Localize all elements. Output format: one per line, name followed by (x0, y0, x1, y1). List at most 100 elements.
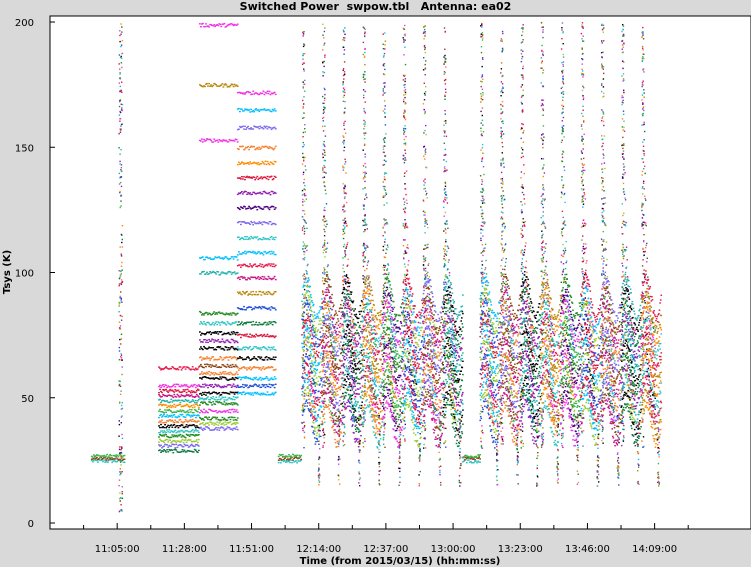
data-point (363, 54, 364, 55)
data-point (347, 304, 348, 305)
data-point (306, 314, 308, 315)
data-point (304, 274, 305, 275)
data-point (345, 279, 346, 280)
data-point (216, 429, 218, 430)
data-point (209, 364, 211, 365)
data-point (254, 392, 256, 393)
data-point (343, 417, 345, 418)
data-point (316, 432, 318, 433)
data-point (224, 349, 226, 350)
data-point (119, 161, 120, 162)
data-point (120, 200, 121, 201)
data-point (246, 384, 248, 385)
data-point (344, 444, 345, 445)
data-point (312, 400, 314, 401)
data-point (191, 385, 193, 386)
data-point (351, 398, 353, 399)
data-point (119, 163, 120, 164)
data-point (343, 137, 344, 138)
data-point (303, 298, 304, 299)
data-point (162, 432, 164, 433)
data-point (191, 409, 193, 410)
data-point (331, 412, 333, 413)
data-point (216, 340, 218, 341)
data-point (158, 386, 160, 387)
data-point (271, 236, 273, 237)
data-point (329, 327, 330, 328)
data-point (192, 407, 194, 408)
data-point (358, 369, 360, 370)
data-point (359, 338, 361, 339)
data-point (207, 348, 209, 349)
data-point (330, 327, 332, 328)
data-point (120, 34, 121, 35)
data-point (119, 402, 120, 403)
data-point (350, 320, 351, 321)
data-point (200, 321, 202, 322)
data-point (334, 429, 336, 430)
data-point (345, 247, 346, 248)
data-point (352, 346, 353, 347)
data-point (122, 498, 123, 499)
data-point (315, 431, 317, 432)
data-point (215, 410, 217, 411)
data-point (334, 338, 336, 339)
data-point (159, 409, 161, 410)
data-point (313, 327, 314, 328)
data-point (343, 30, 344, 31)
data-point (205, 273, 207, 274)
data-point (201, 378, 203, 379)
data-point (287, 456, 289, 457)
data-point (346, 345, 348, 346)
data-point (338, 416, 339, 417)
data-point (205, 324, 207, 325)
data-point (249, 161, 251, 162)
data-point (341, 373, 343, 374)
data-point (195, 450, 197, 451)
data-point (345, 320, 347, 321)
data-point (315, 412, 317, 413)
data-point (271, 306, 273, 307)
data-point (335, 412, 336, 413)
data-point (322, 118, 323, 119)
data-point (353, 414, 355, 415)
data-point (97, 462, 99, 463)
data-point (121, 45, 122, 46)
data-point (351, 404, 352, 405)
data-point (121, 416, 122, 417)
data-point (322, 126, 323, 127)
data-point (217, 25, 219, 26)
data-point (226, 428, 228, 429)
data-point (350, 390, 352, 391)
data-point (121, 171, 122, 172)
data-point (120, 296, 121, 297)
data-point (285, 462, 287, 463)
data-point (343, 352, 345, 353)
data-point (321, 320, 323, 321)
data-point (248, 336, 250, 337)
data-point (263, 279, 265, 280)
data-point (304, 326, 305, 327)
data-point (219, 324, 221, 325)
data-point (334, 439, 336, 440)
data-point (331, 353, 333, 354)
data-point (273, 278, 275, 279)
data-point (258, 128, 260, 129)
data-point (312, 302, 314, 303)
data-point (226, 403, 228, 404)
data-point (308, 297, 310, 298)
data-point (181, 440, 183, 441)
data-point (232, 377, 234, 378)
data-point (328, 332, 329, 333)
data-point (356, 324, 358, 325)
data-point (344, 359, 346, 360)
data-point (191, 401, 193, 402)
data-point (327, 295, 329, 296)
data-point (184, 421, 186, 422)
data-point (349, 357, 351, 358)
data-point (343, 231, 344, 232)
data-point (309, 399, 311, 400)
data-point (344, 397, 346, 398)
data-point (359, 425, 360, 426)
data-point (218, 374, 220, 375)
